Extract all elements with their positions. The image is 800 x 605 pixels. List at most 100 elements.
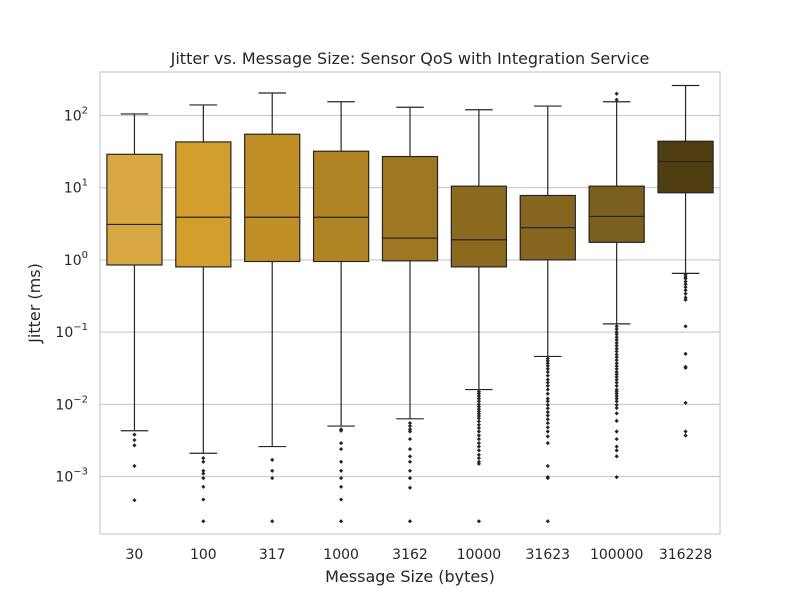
outlier-point bbox=[614, 363, 619, 369]
y-tick-label: 10−2 bbox=[55, 394, 88, 413]
outlier-point bbox=[201, 519, 206, 524]
outlier-point bbox=[476, 519, 481, 524]
box-group bbox=[450, 109, 508, 524]
outlier-point bbox=[339, 468, 344, 473]
outlier-point bbox=[683, 429, 688, 434]
outlier-point bbox=[614, 349, 619, 354]
y-tick-base: 10 bbox=[55, 325, 73, 341]
box-group bbox=[312, 101, 370, 524]
box-group bbox=[519, 105, 576, 524]
outlier-point bbox=[614, 391, 619, 396]
outlier-point bbox=[339, 428, 344, 433]
outlier-point bbox=[270, 457, 275, 462]
outlier-point bbox=[476, 416, 481, 421]
outlier-point bbox=[407, 446, 413, 452]
outlier-point bbox=[545, 406, 550, 411]
outlier-point bbox=[407, 429, 413, 434]
outlier-point bbox=[545, 377, 550, 382]
outlier-point bbox=[614, 429, 619, 434]
y-tick-base: 10 bbox=[55, 470, 73, 486]
iqr-box bbox=[312, 150, 370, 263]
outlier-point bbox=[614, 411, 619, 416]
plot-frame bbox=[99, 71, 721, 535]
outlier-point bbox=[683, 279, 688, 284]
outlier-point bbox=[407, 476, 413, 481]
outlier-point bbox=[614, 366, 619, 371]
outlier-point bbox=[545, 413, 550, 418]
outlier-point bbox=[339, 519, 344, 524]
y-tick-exponent: −1 bbox=[73, 322, 88, 333]
outlier-point bbox=[339, 459, 344, 464]
x-tick-label: 10000 bbox=[457, 547, 502, 563]
outlier-point bbox=[614, 340, 619, 345]
outlier-point bbox=[614, 343, 619, 348]
outlier-point bbox=[476, 452, 481, 457]
outlier-point bbox=[683, 295, 688, 300]
outlier-point bbox=[614, 475, 619, 480]
outlier-point bbox=[476, 404, 481, 409]
y-tick-base: 10 bbox=[55, 397, 73, 413]
outlier-point bbox=[614, 454, 619, 459]
outlier-point bbox=[545, 369, 550, 375]
iqr-box bbox=[244, 133, 301, 263]
outlier-point bbox=[545, 387, 550, 392]
outlier-point bbox=[476, 429, 481, 434]
outlier-point bbox=[201, 455, 206, 461]
box-group bbox=[381, 106, 439, 524]
outlier-point bbox=[545, 402, 550, 408]
outlier-point bbox=[614, 380, 619, 385]
outlier-point bbox=[132, 437, 137, 443]
outlier-point bbox=[476, 441, 481, 446]
outlier-point bbox=[339, 497, 344, 502]
y-tick-exponent: −3 bbox=[73, 467, 88, 478]
outlier-point bbox=[614, 327, 619, 332]
outlier-point bbox=[614, 335, 619, 340]
outlier-point bbox=[545, 476, 550, 481]
outlier-point bbox=[476, 411, 481, 416]
boxes-layer bbox=[106, 84, 714, 524]
outlier-point bbox=[407, 459, 413, 464]
outlier-point bbox=[683, 276, 688, 281]
outlier-point bbox=[476, 413, 481, 419]
outlier-point bbox=[132, 463, 137, 469]
y-tick-exponent: −2 bbox=[73, 394, 88, 405]
outlier-point bbox=[476, 433, 481, 438]
outlier-point bbox=[132, 443, 137, 448]
outlier-point bbox=[614, 97, 619, 102]
outlier-point bbox=[683, 285, 688, 290]
box-group bbox=[657, 84, 714, 438]
outlier-point bbox=[545, 399, 550, 404]
outlier-point bbox=[614, 372, 619, 377]
y-tick-label: 102 bbox=[64, 105, 88, 124]
outlier-point bbox=[545, 417, 550, 422]
outlier-point bbox=[407, 468, 413, 473]
y-tick-exponent: 0 bbox=[82, 250, 88, 261]
outlier-point bbox=[545, 441, 550, 446]
outlier-point bbox=[476, 406, 481, 412]
outlier-point bbox=[614, 374, 619, 379]
outlier-point bbox=[614, 418, 619, 423]
outlier-point bbox=[614, 369, 619, 375]
outlier-point bbox=[476, 455, 481, 461]
outlier-point bbox=[545, 434, 550, 439]
outlier-point bbox=[683, 291, 688, 296]
iqr-box bbox=[106, 153, 163, 266]
x-axis-label: Message Size (bytes) bbox=[325, 567, 495, 586]
x-tick-label: 100000 bbox=[590, 547, 643, 563]
outlier-point bbox=[683, 324, 688, 329]
outlier-point bbox=[614, 337, 619, 342]
x-tick-label: 100 bbox=[190, 547, 217, 563]
outlier-point bbox=[132, 498, 137, 503]
outlier-point bbox=[270, 476, 275, 481]
x-tick-label: 317 bbox=[259, 547, 286, 563]
outlier-point bbox=[339, 484, 344, 489]
outlier-point bbox=[476, 391, 481, 396]
outlier-point bbox=[476, 461, 481, 466]
outlier-point bbox=[476, 422, 481, 427]
outlier-point bbox=[614, 383, 619, 388]
outlier-point bbox=[545, 366, 550, 371]
outlier-point bbox=[614, 324, 619, 329]
outlier-point bbox=[407, 427, 413, 432]
outlier-point bbox=[545, 519, 550, 524]
